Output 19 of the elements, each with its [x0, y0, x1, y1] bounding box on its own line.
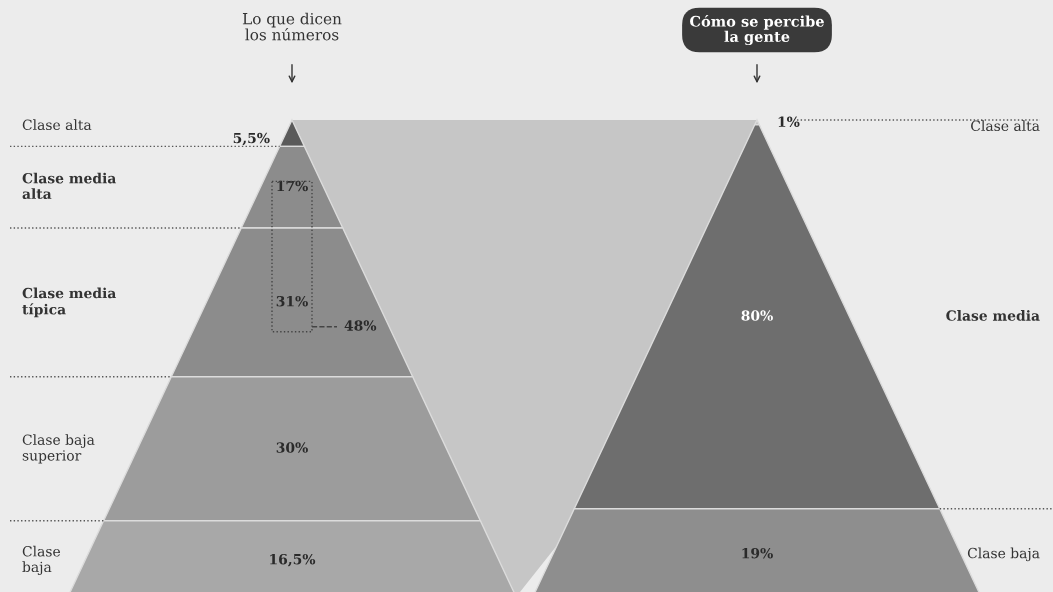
- category-label: Clase baja: [22, 545, 61, 575]
- data-label: 17%: [277, 180, 308, 192]
- text: 48%: [344, 320, 377, 331]
- category-label: Clase media alta: [22, 172, 117, 200]
- data-label: 30%: [276, 442, 308, 453]
- category-label: Clase media típica: [22, 287, 117, 318]
- text: Lo que dicen los números: [242, 12, 342, 41]
- data-label: 80%: [741, 310, 773, 321]
- category-label: Clase baja superior: [22, 434, 95, 464]
- data-label: 5,5%: [233, 132, 270, 146]
- category-label: Clase baja: [967, 547, 1040, 562]
- data-label: 16,5%: [270, 553, 316, 567]
- category-label: Clase alta: [971, 120, 1040, 132]
- data-label: 31%: [276, 295, 308, 307]
- category-label: Clase alta: [22, 119, 92, 131]
- data-label: 1%: [778, 116, 800, 128]
- text: Cómo se percibe la gente: [690, 14, 824, 46]
- category-label: Clase media: [946, 310, 1040, 321]
- data-label: 19%: [742, 547, 773, 559]
